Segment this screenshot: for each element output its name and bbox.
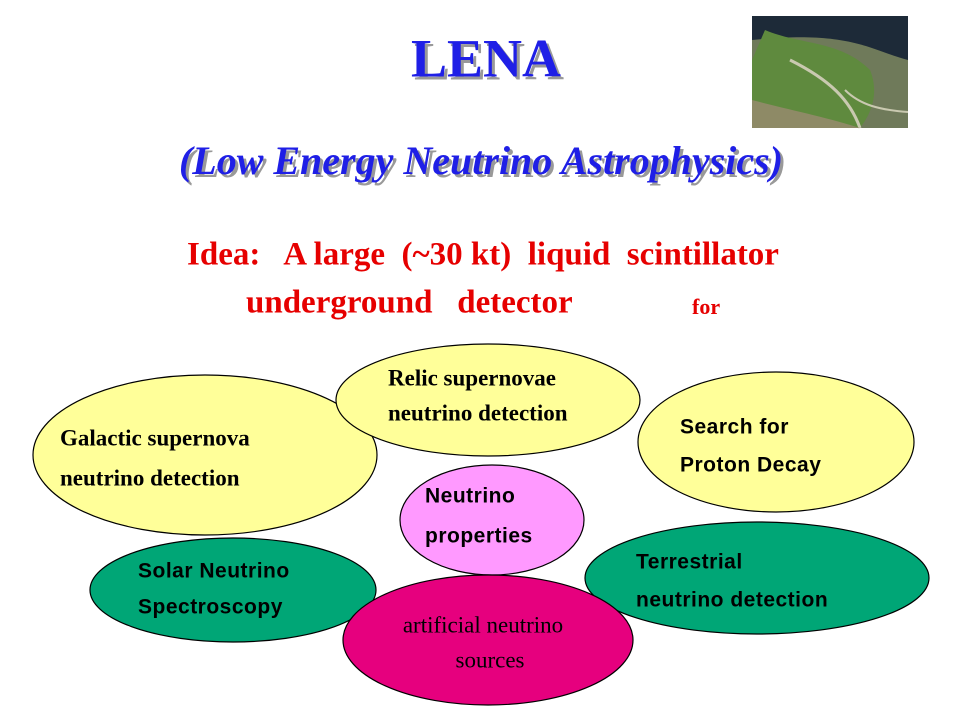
subtitle: (Low Energy Neutrino Astrophysics) bbox=[179, 138, 783, 183]
bubble-text: artificial neutrino bbox=[403, 612, 563, 637]
title-shadow: LENA bbox=[414, 31, 564, 91]
idea-line: underground detector bbox=[246, 285, 573, 321]
bubble-text: Spectroscopy bbox=[138, 596, 283, 619]
idea-suffix: for bbox=[692, 294, 720, 319]
title: LENA bbox=[411, 28, 561, 88]
bubble: artificial neutrino sources bbox=[342, 574, 634, 706]
bubble: Galactic supernova neutrino detection bbox=[32, 374, 378, 536]
bubble: Neutrino properties bbox=[399, 464, 585, 576]
bubble-text: Terrestrial bbox=[636, 551, 743, 574]
subtitle-shadow: (Low Energy Neutrino Astrophysics) bbox=[182, 141, 786, 186]
bubble-text: neutrino detection bbox=[636, 589, 828, 612]
bubble-text: Relic supernovae bbox=[388, 365, 556, 390]
bubble: Search for Proton Decay bbox=[637, 371, 915, 513]
bubble-text: sources bbox=[456, 647, 525, 672]
delta-image bbox=[752, 16, 909, 129]
bubble-text: Solar Neutrino bbox=[138, 560, 290, 583]
bubble-text: Search for bbox=[680, 416, 789, 439]
bubble: Terrestrial neutrino detection bbox=[584, 521, 930, 635]
bubble-text: Neutrino bbox=[425, 485, 515, 508]
bubble-text: neutrino detection bbox=[388, 400, 568, 425]
bubble: Relic supernovae neutrino detection bbox=[335, 343, 641, 457]
idea-line: Idea: A large (~30 kt) liquid scintillat… bbox=[187, 237, 779, 273]
bubble-text: properties bbox=[425, 525, 533, 548]
bubble-text: Galactic supernova bbox=[60, 425, 250, 450]
bubble-text: Proton Decay bbox=[680, 454, 821, 477]
bubble: Solar Neutrino Spectroscopy bbox=[89, 537, 377, 643]
bubble-text: neutrino detection bbox=[60, 465, 240, 490]
